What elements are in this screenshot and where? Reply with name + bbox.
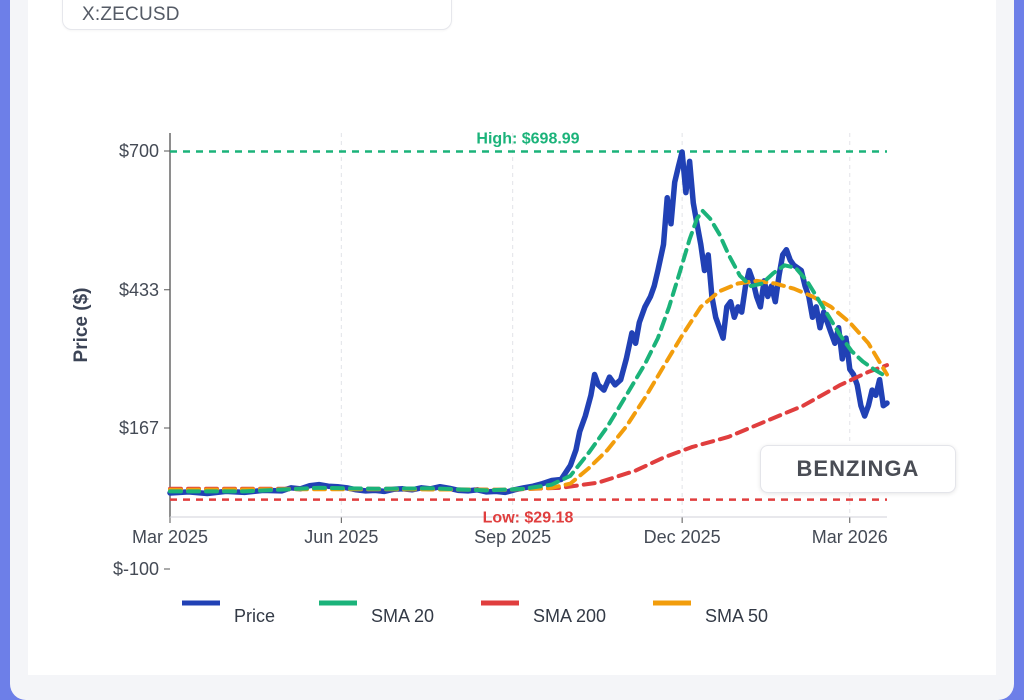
series-lines [167, 149, 890, 497]
x-tick-labels: Mar 2025 Jun 2025 Sep 2025 Dec 2025 Mar 2026 [132, 527, 888, 547]
ticker-symbol: X:ZECUSD [82, 4, 180, 25]
reference-lines: High: $698.99 Low: $29.18 [170, 131, 887, 527]
x-tick-label: Mar 2026 [812, 527, 888, 547]
legend-label: SMA 20 [371, 606, 434, 626]
x-tick-label: Sep 2025 [474, 527, 551, 547]
grid-lines [169, 133, 851, 517]
ticker-box [62, 0, 452, 30]
y-tick-label: $167 [119, 418, 159, 438]
x-tick-label: Mar 2025 [132, 527, 208, 547]
price-chart: $700 $433 $167 $-100 Mar 2025 Jun 2025 Sep 20… [71, 131, 890, 626]
series-line-sma-20 [168, 208, 889, 494]
high-label: High: $698.99 [476, 131, 579, 148]
legend-label: Price [234, 606, 275, 626]
low-label: Low: $29.18 [483, 510, 574, 527]
x-tick-label: Dec 2025 [644, 527, 721, 547]
y-tick-labels: $700 $433 $167 $-100 [113, 141, 159, 579]
y-axis-label: Price ($) [71, 288, 92, 363]
y-tick-label: $700 [119, 141, 159, 161]
y-tick-label: $-100 [113, 559, 159, 579]
legend-label: SMA 200 [533, 606, 606, 626]
axes [164, 133, 887, 570]
benzinga-watermark: BENZINGA [760, 445, 956, 493]
series-line-price [167, 149, 890, 497]
legend: Price SMA 20 SMA 200 SMA 50 [182, 600, 768, 626]
x-tick-label: Jun 2025 [304, 527, 378, 547]
legend-label: SMA 50 [705, 606, 768, 626]
y-tick-label: $433 [119, 280, 159, 300]
